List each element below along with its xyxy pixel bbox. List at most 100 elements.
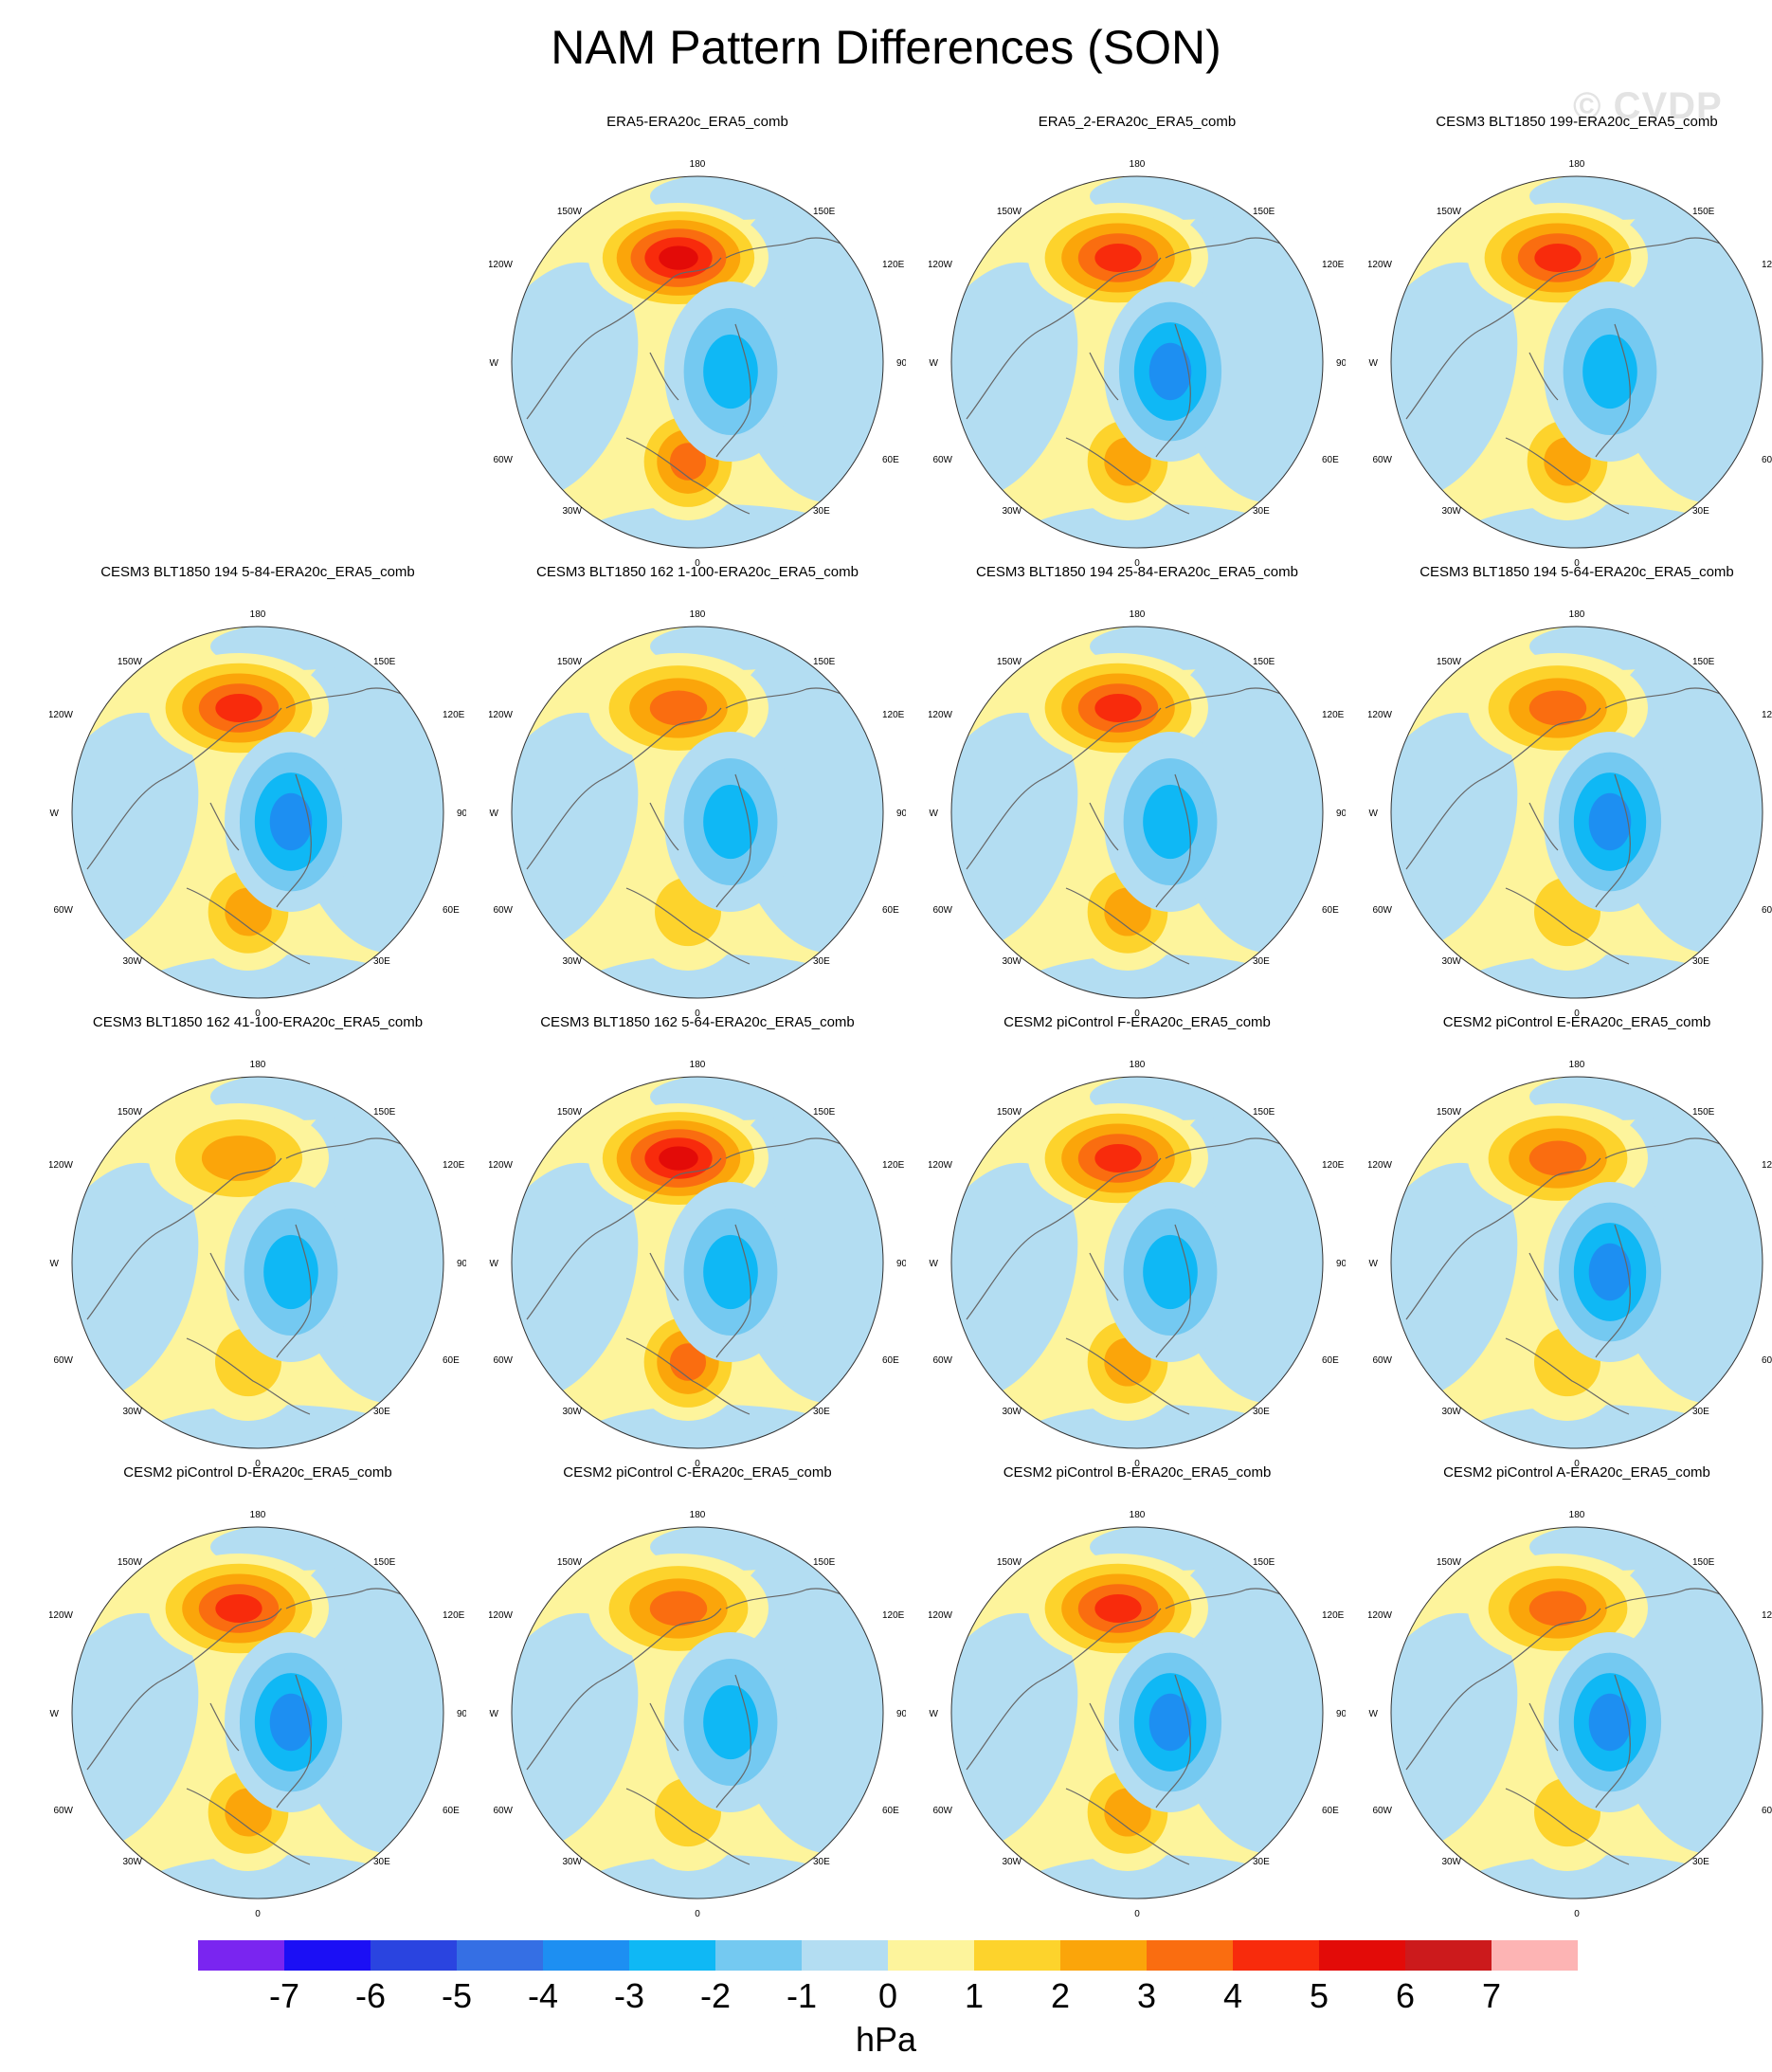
- longitude-label: 90W: [49, 1259, 60, 1269]
- colorbar-swatch: [888, 1940, 974, 1971]
- pacific-high: [215, 1593, 262, 1624]
- colorbar-swatch: [802, 1940, 888, 1971]
- longitude-label: 30W: [122, 1407, 142, 1417]
- negative-belt: [574, 1405, 859, 1448]
- longitude-label: 30E: [373, 956, 390, 967]
- pacific-high: [659, 245, 698, 270]
- longitude-label: 60W: [53, 1355, 73, 1366]
- longitude-label: 90W: [49, 809, 60, 819]
- arctic-low: [703, 1234, 758, 1310]
- longitude-label: 0: [255, 1459, 261, 1469]
- longitude-label: 150E: [1692, 1557, 1715, 1568]
- pacific-high: [1528, 1590, 1587, 1627]
- colorbar-tick-label: -7: [268, 1976, 299, 2015]
- colorbar-swatch: [1060, 1940, 1147, 1971]
- longitude-label: 120E: [882, 1160, 905, 1171]
- map-panel: CESM2 piControl E-ERA20c_ERA5_comb 180 0 15…: [1368, 1014, 1772, 1469]
- negative-belt: [135, 1405, 419, 1448]
- longitude-label: 90E: [1336, 1709, 1346, 1719]
- longitude-label: 60E: [443, 1806, 460, 1816]
- longitude-label: 120E: [1322, 710, 1345, 720]
- coastline: [86, 1137, 434, 1415]
- longitude-label: 180: [690, 609, 706, 620]
- longitude-label: 180: [250, 1060, 266, 1070]
- longitude-label: 150E: [813, 1557, 836, 1568]
- longitude-label: 90W: [1368, 1259, 1379, 1269]
- colorbar-tick-label: -6: [354, 1976, 386, 2015]
- longitude-label: 60E: [1322, 1806, 1339, 1816]
- longitude-label: 180: [1569, 1060, 1585, 1070]
- longitude-label: 150W: [997, 657, 1022, 667]
- longitude-label: 90W: [929, 358, 939, 369]
- atlantic-high: [669, 443, 707, 481]
- longitude-label: 120W: [489, 710, 514, 720]
- longitude-label: 90E: [457, 1259, 466, 1269]
- longitude-label: 60W: [493, 455, 513, 465]
- longitude-label: 30E: [1253, 1407, 1270, 1417]
- colorbar-swatch: [1147, 1940, 1233, 1971]
- colorbar-tick-label: -2: [699, 1976, 731, 2015]
- panel-title: CESM3 BLT1850 194 5-64-ERA20c_ERA5_comb: [1419, 564, 1734, 580]
- longitude-label: 60W: [932, 1355, 952, 1366]
- longitude-label: 90E: [457, 809, 466, 819]
- longitude-label: 30W: [1441, 506, 1461, 517]
- negative-belt: [1454, 504, 1738, 548]
- longitude-label: 180: [690, 1510, 706, 1520]
- longitude-label: 180: [1130, 1510, 1146, 1520]
- longitude-label: 90W: [489, 809, 499, 819]
- pacific-high: [659, 1146, 698, 1171]
- longitude-label: 120W: [929, 1610, 953, 1621]
- colorbar-tick-label: 1: [964, 1976, 985, 2015]
- longitude-label: 90E: [896, 358, 906, 369]
- longitude-label: 0: [695, 1909, 700, 1919]
- negative-belt: [1014, 504, 1298, 548]
- map-boundary: [71, 1076, 444, 1449]
- longitude-label: 90E: [1336, 809, 1346, 819]
- map-panel: CESM2 piControl B-ERA20c_ERA5_comb 180 0 15…: [929, 1464, 1346, 1919]
- longitude-label: 60W: [493, 905, 513, 916]
- longitude-label: 150W: [118, 1557, 143, 1568]
- coastline: [966, 237, 1313, 515]
- longitude-label: 60E: [1322, 1355, 1339, 1366]
- longitude-label: 120W: [929, 1160, 953, 1171]
- colorbar-swatch: [1319, 1940, 1405, 1971]
- colorbar: [198, 1940, 1578, 1972]
- coastline: [86, 1588, 434, 1865]
- longitude-label: 60E: [1322, 455, 1339, 465]
- longitude-label: 150E: [1253, 657, 1275, 667]
- longitude-label: 30E: [373, 1407, 390, 1417]
- colorbar-swatch: [371, 1940, 457, 1971]
- longitude-label: 150W: [1437, 1107, 1462, 1118]
- longitude-label: 90W: [929, 809, 939, 819]
- longitude-label: 120W: [489, 1160, 514, 1171]
- longitude-label: 90E: [1336, 358, 1346, 369]
- longitude-label: 120E: [1762, 710, 1772, 720]
- map-boundary: [950, 1076, 1324, 1449]
- polar-map: 1800150W150E120W120E90W90E60W60E30W30E: [489, 609, 906, 1019]
- panel-title: CESM2 piControl E-ERA20c_ERA5_comb: [1442, 1014, 1711, 1030]
- pacific-high: [1528, 1140, 1587, 1176]
- colorbar-swatch: [543, 1940, 629, 1971]
- longitude-label: 150W: [1437, 1557, 1462, 1568]
- longitude-label: 60W: [53, 905, 73, 916]
- longitude-label: 150W: [997, 207, 1022, 217]
- longitude-label: 120E: [1322, 1160, 1345, 1171]
- polar-map: 1800150W150E120W120E90W90E60W60E30W30E: [1368, 609, 1772, 1019]
- longitude-label: 30E: [813, 956, 830, 967]
- polar-map: 1800150W150E120W120E90W90E60W60E30W30E: [1368, 1510, 1772, 1919]
- colorbar-tick-label: 7: [1481, 1976, 1502, 2015]
- map-boundary: [950, 626, 1324, 999]
- longitude-label: 0: [695, 1009, 700, 1019]
- longitude-label: 0: [1574, 1459, 1580, 1469]
- longitude-label: 150E: [1253, 207, 1275, 217]
- longitude-label: 30W: [122, 1857, 142, 1867]
- map-panel: CESM2 piControl C-ERA20c_ERA5_comb 180 0 15…: [489, 1464, 906, 1919]
- longitude-label: 90E: [896, 809, 906, 819]
- longitude-label: 150E: [813, 657, 836, 667]
- coastline: [966, 687, 1313, 965]
- coastline: [966, 1137, 1313, 1415]
- longitude-label: 60W: [932, 905, 952, 916]
- colorbar-tick-label: -1: [786, 1976, 817, 2015]
- colorbar-swatch: [198, 1940, 284, 1971]
- colorbar-tick-label: -3: [613, 1976, 644, 2015]
